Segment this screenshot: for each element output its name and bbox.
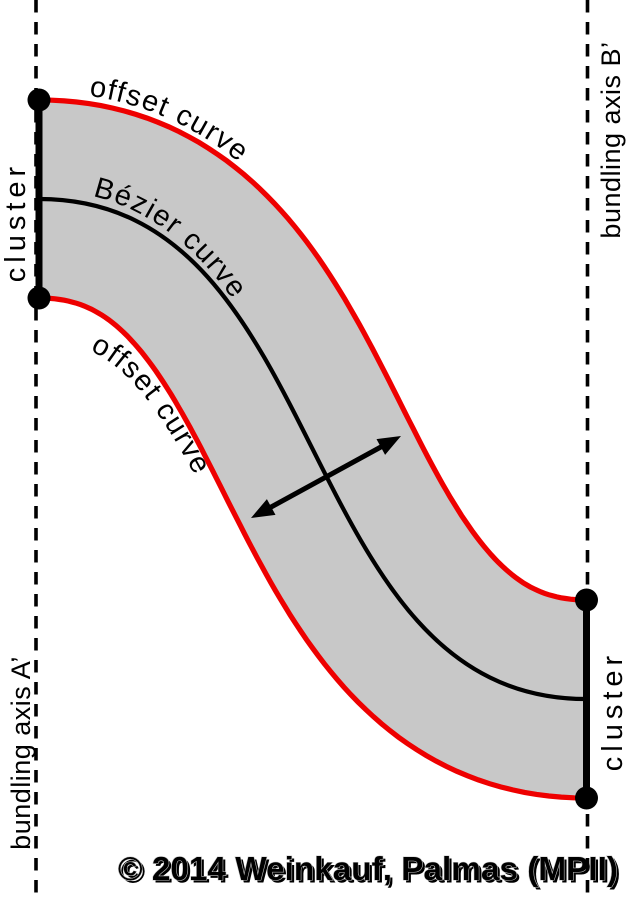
- copyright-shadow: © 2014 Weinkauf, Palmas (MPII): [121, 853, 621, 890]
- cluster-right-bottom-dot: [575, 786, 598, 810]
- cluster-left-top-dot: [27, 88, 51, 112]
- bundling-axis-a-label: bundling axis A’: [6, 656, 36, 850]
- bundling-axis-b-label: bundling axis B’: [596, 41, 626, 238]
- bezier-curve-line: [38, 196, 587, 702]
- offset-curve-bottom-line: [38, 295, 587, 801]
- arrowhead-right-icon: [376, 436, 401, 455]
- cluster-right-top-dot: [575, 588, 598, 612]
- offset-curve-top-line: [38, 97, 587, 603]
- offset-width-arrow: [251, 436, 401, 518]
- cluster-right-label: cluster: [597, 651, 627, 771]
- arrowhead-left-icon: [251, 499, 276, 518]
- cluster-left-bottom-dot: [27, 286, 51, 310]
- copyright: © 2014 Weinkauf, Palmas (MPII): [118, 850, 618, 887]
- cluster-left-label: cluster: [0, 162, 32, 282]
- arrow-shaft: [260, 439, 392, 515]
